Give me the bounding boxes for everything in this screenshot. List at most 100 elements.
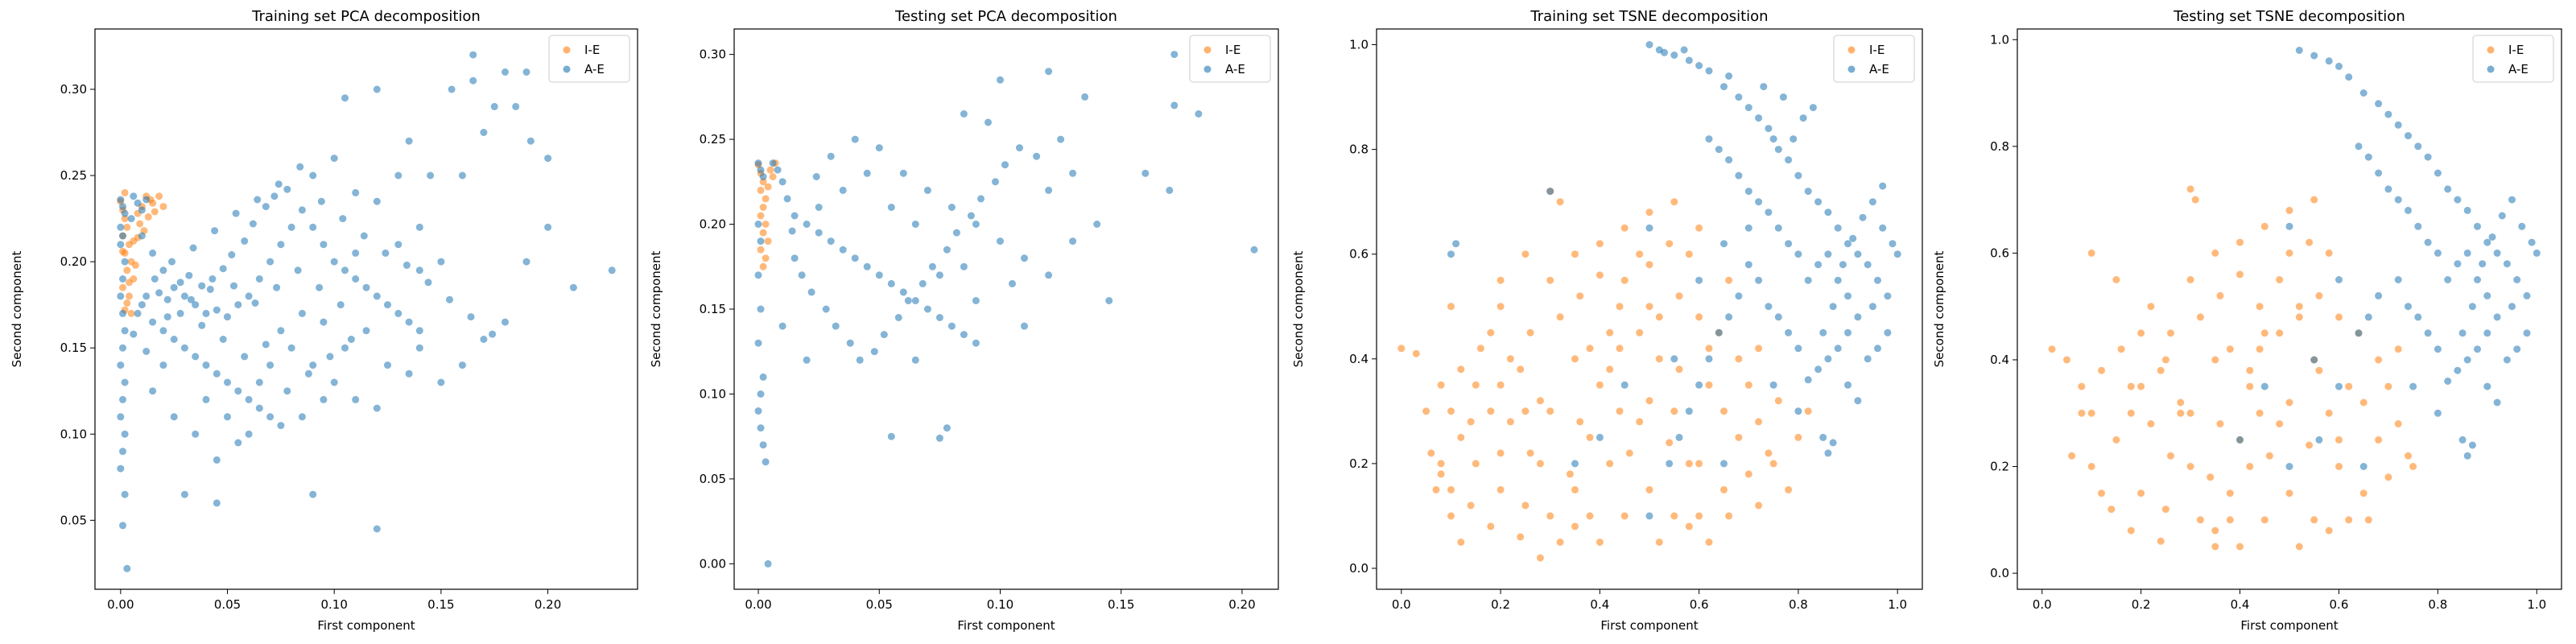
data-point bbox=[287, 223, 295, 231]
data-point bbox=[863, 262, 871, 270]
y-tick-label: 0.30 bbox=[700, 47, 726, 62]
data-point bbox=[362, 327, 370, 335]
data-point bbox=[2315, 291, 2323, 299]
data-point bbox=[1705, 355, 1713, 363]
data-point bbox=[2384, 110, 2392, 118]
data-point bbox=[2394, 276, 2402, 283]
data-point bbox=[757, 246, 765, 254]
data-point bbox=[2285, 222, 2293, 230]
data-point bbox=[2186, 463, 2194, 470]
y-tick-label: 0.6 bbox=[1349, 247, 1368, 262]
data-point bbox=[296, 163, 304, 171]
data-point bbox=[846, 339, 854, 347]
data-point bbox=[245, 292, 253, 300]
data-point bbox=[415, 223, 423, 231]
data-point bbox=[151, 275, 159, 283]
y-tick-label: 0.8 bbox=[1990, 139, 2009, 154]
data-point bbox=[1720, 407, 1728, 415]
data-point bbox=[1645, 485, 1653, 493]
data-point bbox=[827, 237, 835, 246]
data-point bbox=[1576, 418, 1584, 426]
data-point bbox=[1170, 101, 1179, 109]
data-point bbox=[1874, 345, 1881, 353]
data-point bbox=[766, 166, 774, 174]
data-point bbox=[1765, 303, 1773, 311]
data-point bbox=[121, 430, 129, 438]
data-point bbox=[798, 271, 806, 279]
data-point bbox=[262, 341, 270, 349]
data-point bbox=[119, 275, 126, 283]
data-point bbox=[1427, 449, 1435, 457]
data-point bbox=[415, 344, 423, 352]
y-tick-label: 0.2 bbox=[1990, 460, 2009, 474]
data-point bbox=[192, 353, 200, 361]
data-point bbox=[123, 299, 131, 307]
data-point bbox=[2483, 291, 2491, 299]
y-tick-label: 0.05 bbox=[60, 513, 87, 527]
data-point bbox=[1625, 449, 1633, 457]
data-point bbox=[230, 282, 237, 290]
data-point bbox=[2488, 233, 2496, 241]
data-point bbox=[1521, 250, 1530, 258]
data-point bbox=[1765, 125, 1773, 133]
data-point bbox=[2434, 345, 2442, 353]
legend-label: A-E bbox=[584, 62, 605, 76]
data-point bbox=[255, 275, 263, 283]
data-point bbox=[2310, 516, 2318, 524]
data-point bbox=[522, 258, 530, 266]
data-point bbox=[1606, 328, 1614, 336]
legend-marker bbox=[1203, 46, 1212, 54]
data-point bbox=[1844, 292, 1852, 300]
data-point bbox=[2424, 153, 2432, 161]
data-point bbox=[2394, 420, 2402, 427]
data-point bbox=[1794, 433, 1802, 441]
data-point bbox=[176, 309, 184, 317]
x-tick-label: 1.0 bbox=[2527, 597, 2546, 612]
data-point bbox=[1546, 188, 1554, 196]
data-point bbox=[394, 171, 402, 180]
data-point bbox=[1606, 365, 1614, 374]
data-point bbox=[812, 173, 820, 180]
data-point bbox=[1725, 313, 1733, 321]
data-point bbox=[1685, 56, 1693, 64]
y-tick-label: 1.0 bbox=[1990, 32, 2009, 47]
plot-frame bbox=[94, 28, 638, 590]
data-point bbox=[544, 155, 552, 163]
legend-label: A-E bbox=[2508, 62, 2529, 76]
data-point bbox=[1670, 355, 1678, 363]
data-point bbox=[1666, 460, 1674, 468]
series-i-e bbox=[2048, 185, 2417, 551]
data-point bbox=[1705, 381, 1713, 389]
legend-label: A-E bbox=[1225, 62, 1245, 76]
y-tick-label: 0.20 bbox=[700, 217, 726, 232]
data-point bbox=[1695, 460, 1703, 468]
data-point bbox=[977, 195, 985, 203]
data-point bbox=[774, 166, 782, 174]
data-point bbox=[219, 336, 227, 343]
data-point bbox=[1685, 460, 1693, 468]
data-point bbox=[202, 309, 210, 317]
legend-label: A-E bbox=[1869, 62, 1889, 76]
data-point bbox=[1487, 407, 1495, 415]
data-point bbox=[569, 283, 577, 291]
data-point bbox=[2048, 345, 2056, 353]
data-point bbox=[1586, 345, 1594, 353]
data-point bbox=[384, 301, 391, 309]
data-point bbox=[467, 313, 475, 321]
data-point bbox=[2117, 345, 2125, 353]
data-point bbox=[266, 258, 275, 266]
data-point bbox=[2087, 249, 2095, 257]
data-point bbox=[2285, 398, 2293, 407]
data-point bbox=[134, 309, 142, 317]
data-point bbox=[2444, 185, 2452, 193]
data-point bbox=[1432, 485, 1440, 493]
data-point bbox=[1496, 276, 1505, 284]
data-point bbox=[1893, 250, 1901, 258]
data-point bbox=[2483, 382, 2491, 390]
data-point bbox=[899, 169, 907, 177]
data-point bbox=[1645, 512, 1653, 520]
data-point bbox=[1009, 279, 1016, 287]
data-point bbox=[1521, 502, 1530, 510]
chart-panel-4: 0.0 0.2 0.4 0.6 0.8 1.0 0.0 0.2 0.4 0.6 0.8 1.0 Test… bbox=[1932, 8, 2562, 633]
